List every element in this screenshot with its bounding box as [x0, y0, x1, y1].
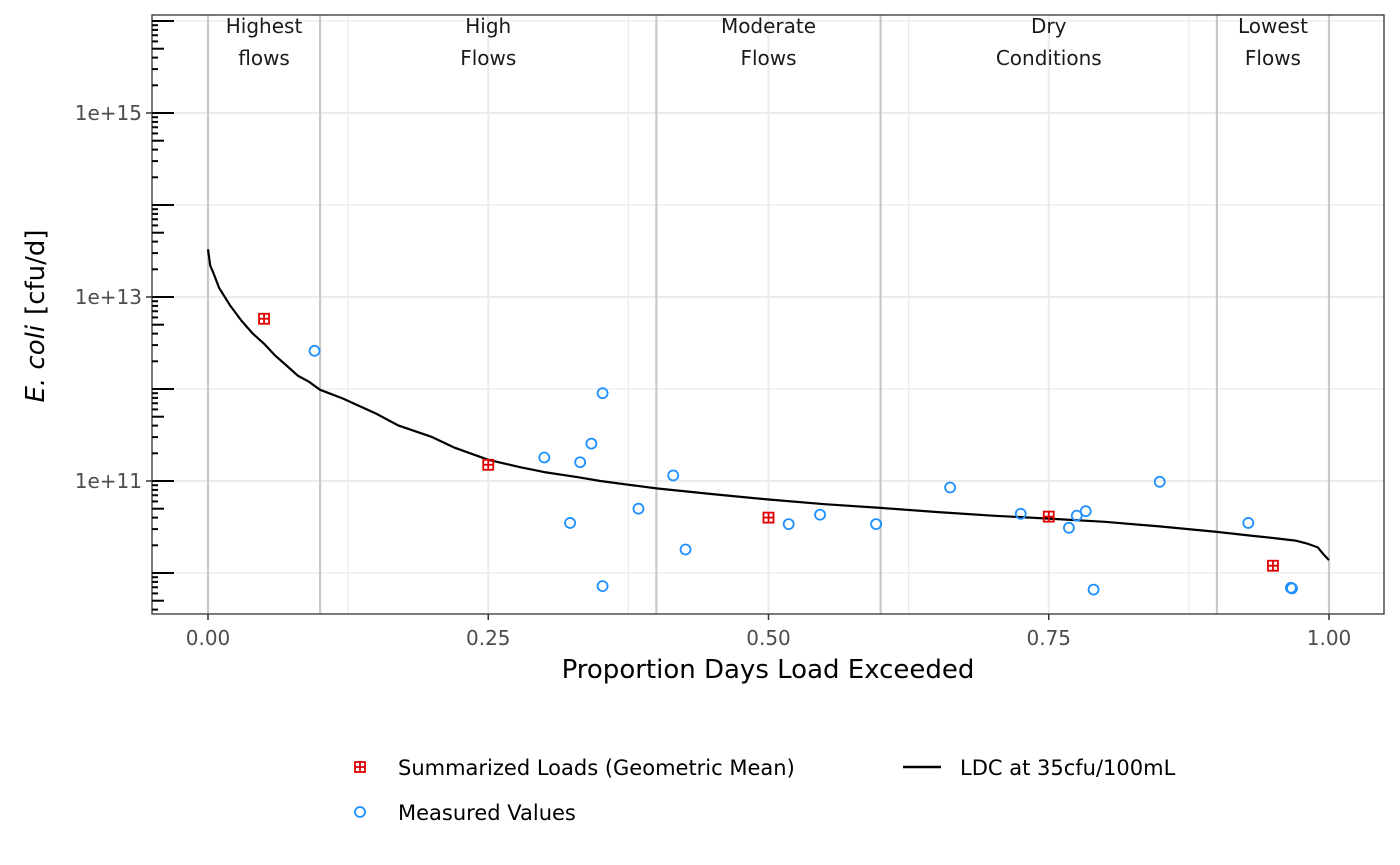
legend-label-measured: Measured Values [398, 801, 576, 825]
measured-value-point [308, 344, 321, 357]
measured-value-point [574, 456, 587, 469]
flow-zone-labels: Highest flows High Flows Moderate Flows Dry Con… [226, 14, 1308, 70]
summarized-load-point [258, 312, 270, 325]
measured-value-point [870, 518, 883, 531]
y-axis-title-unit: [cfu/d] [21, 229, 51, 314]
flow-zone-label: Moderate [721, 14, 816, 38]
measured-value-point [632, 502, 645, 515]
flow-zone-label: Highest [226, 14, 303, 38]
measured-value-point [1014, 507, 1027, 520]
x-tick-label: 0.00 [186, 626, 231, 650]
measured-value-point [1153, 475, 1166, 488]
y-axis: 1e+11 1e+13 1e+15 [75, 20, 174, 611]
measured-value-point [944, 481, 957, 494]
flow-zone-label: Lowest [1238, 14, 1308, 38]
flow-zone-label: Conditions [996, 46, 1102, 70]
legend-label-summarized: Summarized Loads (Geometric Mean) [398, 756, 795, 780]
x-tick-label: 0.50 [746, 626, 791, 650]
summarized-loads-series [258, 312, 1279, 572]
flow-zone-label: flows [238, 46, 290, 70]
measured-value-point [1242, 517, 1255, 529]
ldc-line [206, 249, 1330, 561]
flow-zone-dividers [206, 15, 1331, 614]
flow-zone-label: High [465, 14, 511, 38]
measured-value-point [538, 451, 551, 464]
measured-value-point [564, 517, 576, 529]
measured-value-point [596, 387, 609, 400]
x-tick-label: 1.00 [1307, 626, 1352, 650]
measured-value-point [814, 508, 826, 521]
y-tick-label: 1e+15 [75, 101, 142, 125]
legend-item-ldc: LDC at 35cfu/100mL [903, 756, 1176, 780]
grid-lines [152, 15, 1384, 614]
legend-item-summarized: Summarized Loads (Geometric Mean) [354, 756, 795, 780]
flow-zone-label: Flows [1245, 46, 1301, 70]
y-axis-title: E. coli [cfu/d] [21, 229, 51, 402]
measured-value-point [1286, 582, 1298, 595]
y-tick-label: 1e+11 [75, 469, 142, 493]
measured-value-point [1063, 521, 1075, 534]
summarized-load-point [762, 511, 775, 524]
y-axis-title-italic: E. coli [21, 324, 51, 402]
measured-value-point [679, 543, 692, 556]
y-tick-label: 1e+13 [75, 285, 142, 309]
flow-zone-label: Flows [460, 46, 516, 70]
ldc-line-series [206, 249, 1330, 561]
legend-circle-icon [354, 806, 366, 818]
measured-values-series [308, 344, 1298, 596]
flow-zone-label: Dry [1031, 14, 1067, 38]
measured-value-point [596, 580, 609, 593]
measured-value-point [585, 437, 598, 450]
measured-value-point [1087, 583, 1100, 596]
x-axis-title: Proportion Days Load Exceeded [562, 655, 975, 685]
summarized-load-point [482, 458, 495, 471]
x-axis: 0.00 0.25 0.50 0.75 1.00 [186, 614, 1352, 650]
measured-value-point [1079, 505, 1092, 518]
measured-value-point [1070, 509, 1083, 522]
x-tick-label: 0.25 [466, 626, 511, 650]
legend-square-plus-icon [354, 761, 366, 773]
measured-value-point [667, 469, 680, 482]
x-tick-label: 0.75 [1026, 626, 1071, 650]
legend-item-measured: Measured Values [354, 801, 576, 825]
summarized-load-point [1267, 559, 1279, 572]
legend-label-ldc: LDC at 35cfu/100mL [960, 756, 1176, 780]
summarized-load-point [1042, 510, 1055, 523]
flow-zone-label: Flows [740, 46, 796, 70]
legend: Summarized Loads (Geometric Mean) LDC at… [354, 756, 1176, 825]
measured-value-point [782, 518, 795, 531]
